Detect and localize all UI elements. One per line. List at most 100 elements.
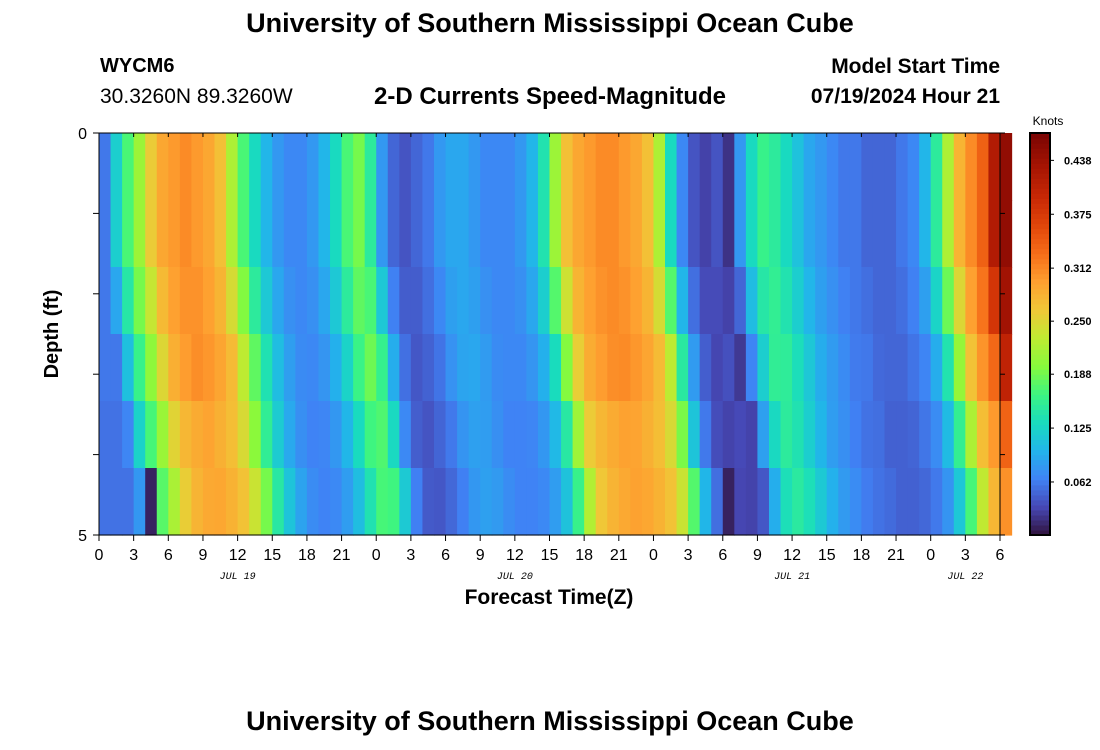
heatmap-cell [630, 401, 643, 469]
heatmap-cell [156, 334, 169, 402]
x-tick-label: 15 [263, 547, 281, 564]
heatmap-cell [514, 468, 527, 536]
heatmap-cell [364, 200, 377, 268]
heatmap-cell [861, 468, 874, 536]
heatmap-cell [306, 267, 320, 335]
heatmap-cell [306, 401, 320, 469]
heatmap-cell [237, 200, 250, 268]
heatmap-cell [572, 200, 585, 268]
heatmap-cell [849, 133, 862, 201]
heatmap-cell [838, 133, 851, 201]
heatmap-cell [249, 200, 262, 268]
heatmap-cell [283, 133, 296, 201]
heatmap-cell [722, 468, 735, 536]
heatmap-cell [399, 200, 412, 268]
colorbar-segment [1030, 303, 1050, 310]
heatmap-cell [965, 334, 978, 402]
heatmap-cell [168, 401, 181, 469]
heatmap-cell [341, 267, 354, 335]
colorbar-segment [1030, 208, 1050, 215]
heatmap-cell [907, 468, 920, 536]
x-tick-label: 18 [852, 547, 870, 564]
heatmap-cell [965, 267, 978, 335]
heatmap-cell [676, 334, 689, 402]
heatmap-cell [907, 334, 920, 402]
x-tick-label: 12 [229, 547, 247, 564]
colorbar-segment [1030, 489, 1050, 496]
colorbar-segment [1030, 273, 1050, 280]
colorbar-segment [1030, 504, 1050, 511]
heatmap-cell [410, 401, 424, 469]
heatmap-cell [1000, 401, 1013, 469]
heatmap-cell [919, 200, 932, 268]
heatmap-cell [872, 267, 886, 335]
x-tick-label: 0 [372, 547, 381, 564]
heatmap-cell [618, 133, 631, 201]
station-id: WYCM6 [100, 55, 175, 77]
heatmap-cell [618, 200, 631, 268]
heatmap-cell [179, 267, 193, 335]
heatmap-cell [942, 468, 955, 536]
colorbar-segment [1030, 328, 1050, 335]
heatmap-cell [907, 200, 920, 268]
heatmap-cell [179, 133, 193, 201]
heatmap-cell [930, 200, 943, 268]
heatmap-cell [838, 468, 851, 536]
x-tick-label: 0 [926, 547, 935, 564]
heatmap-cell [734, 267, 747, 335]
colorbar-segment [1030, 399, 1050, 405]
heatmap-cell [422, 267, 435, 335]
colorbar-ticks: 0.062 0.125 0.188 0.250 0.312 0.375 0.438 [1050, 155, 1092, 489]
x-tick-label: 18 [575, 547, 593, 564]
heatmap-cell [907, 401, 920, 469]
colorbar-segment [1030, 379, 1050, 385]
heatmap-cell [202, 401, 216, 469]
colorbar-segment [1030, 429, 1050, 436]
heatmap-cell [595, 133, 608, 201]
colorbar-segment [1030, 509, 1050, 516]
heatmap-cell [942, 133, 955, 201]
heatmap-cell [191, 401, 204, 469]
heatmap-cell [792, 200, 805, 268]
heatmap-cell [826, 401, 839, 469]
heatmap-cell [907, 133, 920, 201]
heatmap-cell [353, 133, 366, 201]
colorbar-segment [1030, 313, 1050, 320]
colorbar-segment [1030, 339, 1050, 345]
colorbar-segment [1030, 479, 1050, 486]
colorbar-segment [1030, 439, 1050, 446]
heatmap-cell [930, 401, 943, 469]
colorbar-segment [1030, 384, 1050, 390]
heatmap-cell [872, 468, 886, 536]
heatmap-cell [988, 267, 1001, 335]
heatmap-cell [272, 267, 285, 335]
colorbar-segment [1030, 424, 1050, 431]
colorbar-segment [1030, 238, 1050, 245]
colorbar-segment [1030, 524, 1050, 531]
heatmap-cell [468, 401, 481, 469]
heatmap-cell [376, 468, 389, 536]
heatmap-cell [330, 133, 343, 201]
heatmap-cell [665, 200, 678, 268]
heatmap-cell [815, 133, 828, 201]
heatmap-cell [99, 401, 112, 469]
heatmap-cell [237, 267, 250, 335]
heatmap-cell [168, 200, 181, 268]
heatmap-cell [422, 334, 435, 402]
heatmap-cell [849, 334, 862, 402]
heatmap-cell [792, 401, 805, 469]
heatmap-cell [630, 133, 643, 201]
heatmap-cell [410, 468, 424, 536]
heatmap-cell [803, 334, 816, 402]
heatmap-cell [861, 334, 874, 402]
heatmap-cell [780, 401, 793, 469]
heatmap-cell [745, 401, 759, 469]
heatmap-cell [584, 334, 597, 402]
model-start-value: 07/19/2024 Hour 21 [810, 85, 1000, 108]
heatmap-cell [699, 133, 712, 201]
heatmap-cell [665, 468, 678, 536]
heatmap-cell [838, 401, 851, 469]
heatmap-cell [410, 133, 424, 201]
heatmap-cell [976, 133, 990, 201]
x-tick-label: 15 [541, 547, 559, 564]
